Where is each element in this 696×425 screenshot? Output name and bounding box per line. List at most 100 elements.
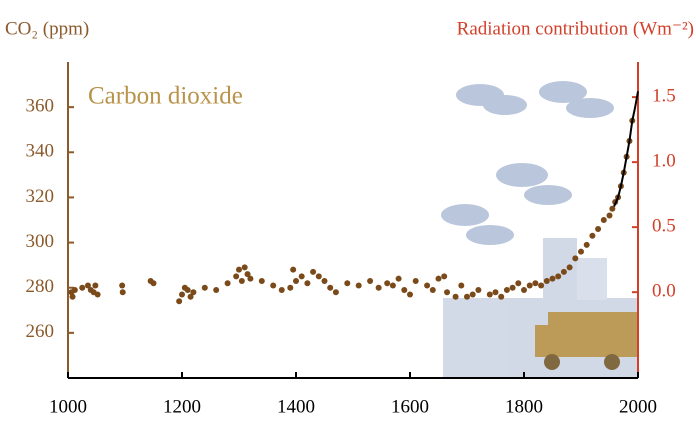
data-point [444,289,451,296]
data-point [321,277,328,284]
data-point [201,284,208,291]
y-tick-label: 300 [26,231,55,252]
data-point [71,286,78,293]
y2-tick-label: 0.0 [652,281,676,302]
data-point [187,293,194,300]
data-point [515,280,522,287]
data-point [119,289,126,296]
data-point [69,293,76,300]
data-point [327,284,334,291]
data-point [293,277,299,284]
right-axis-title: Radiation contribution (Wm⁻²) [457,18,694,39]
data-point [600,217,607,223]
data-point [367,277,374,284]
data-point [395,275,402,282]
data-point [412,277,419,284]
data-point [509,284,516,291]
data-point [532,280,539,287]
data-point [486,291,493,298]
data-point [389,282,396,289]
x-tick-label: 1200 [163,396,201,417]
data-point [549,275,556,282]
data-point [407,291,413,298]
data-point [84,282,91,289]
data-point [583,241,590,248]
data-point [538,282,545,289]
data-point [555,273,562,280]
x-tick-label: 2000 [619,396,657,417]
data-point [278,286,285,293]
data-point [498,293,505,300]
x-tick-label: 1600 [391,396,429,417]
data-point [543,277,550,284]
y-tick-label: 340 [26,141,55,162]
data-point [464,293,470,300]
data-point [375,284,382,291]
data-point [290,266,297,273]
y2-tick-label: 0.5 [652,216,676,237]
data-line [613,91,639,207]
data-point [236,266,242,273]
y-tick-label: 260 [26,321,55,342]
data-point [150,280,157,287]
data-point [355,282,362,289]
data-point [469,291,476,298]
data-point [332,289,339,296]
data-point [241,264,248,271]
x-tick-label: 1400 [277,396,315,417]
data-point [441,273,448,280]
data-point [384,280,391,287]
data-point [475,286,482,293]
data-point [344,280,351,287]
data-point [270,282,277,289]
data-point [238,277,245,284]
data-point [452,293,459,300]
data-point [435,275,442,282]
data-point [119,282,126,289]
y-tick-label: 320 [26,186,55,207]
data-point [92,282,99,289]
y-tick-label: 360 [26,96,55,117]
data-point [401,286,408,293]
data-point [572,255,579,262]
data-point [213,286,220,293]
data-point [503,286,510,293]
data-point [184,286,191,293]
x-tick-label: 1800 [505,396,543,417]
data-point [304,280,311,287]
data-point [315,273,322,280]
data-point [492,289,499,296]
annotation: Carbon dioxide [88,83,243,110]
data-point [589,232,596,239]
data-point [429,286,436,293]
data-point [247,275,254,282]
y2-tick-label: 1.5 [652,85,676,106]
data-point [258,277,265,284]
data-point [287,284,294,291]
data-point [94,291,101,298]
data-point [190,289,197,296]
data-point [298,273,305,280]
data-point [179,291,185,298]
left-axis-title: CO₂ (ppm) [5,18,89,39]
data-point [526,282,533,289]
y2-tick-label: 1.0 [652,150,676,171]
data-point [458,282,465,289]
data-point [566,264,573,271]
data-point [176,298,183,305]
data-point [560,268,567,275]
data-point [244,271,251,278]
data-point [424,282,431,289]
data-point [606,212,613,219]
data-point [224,280,231,287]
x-tick-label: 1000 [49,396,87,417]
data-point [79,284,86,291]
illustration [441,81,638,378]
y-tick-label: 280 [26,276,55,297]
data-point [609,205,616,212]
data-point [310,268,317,275]
data-point [595,226,602,233]
data-point [521,286,527,293]
data-point [233,273,240,280]
